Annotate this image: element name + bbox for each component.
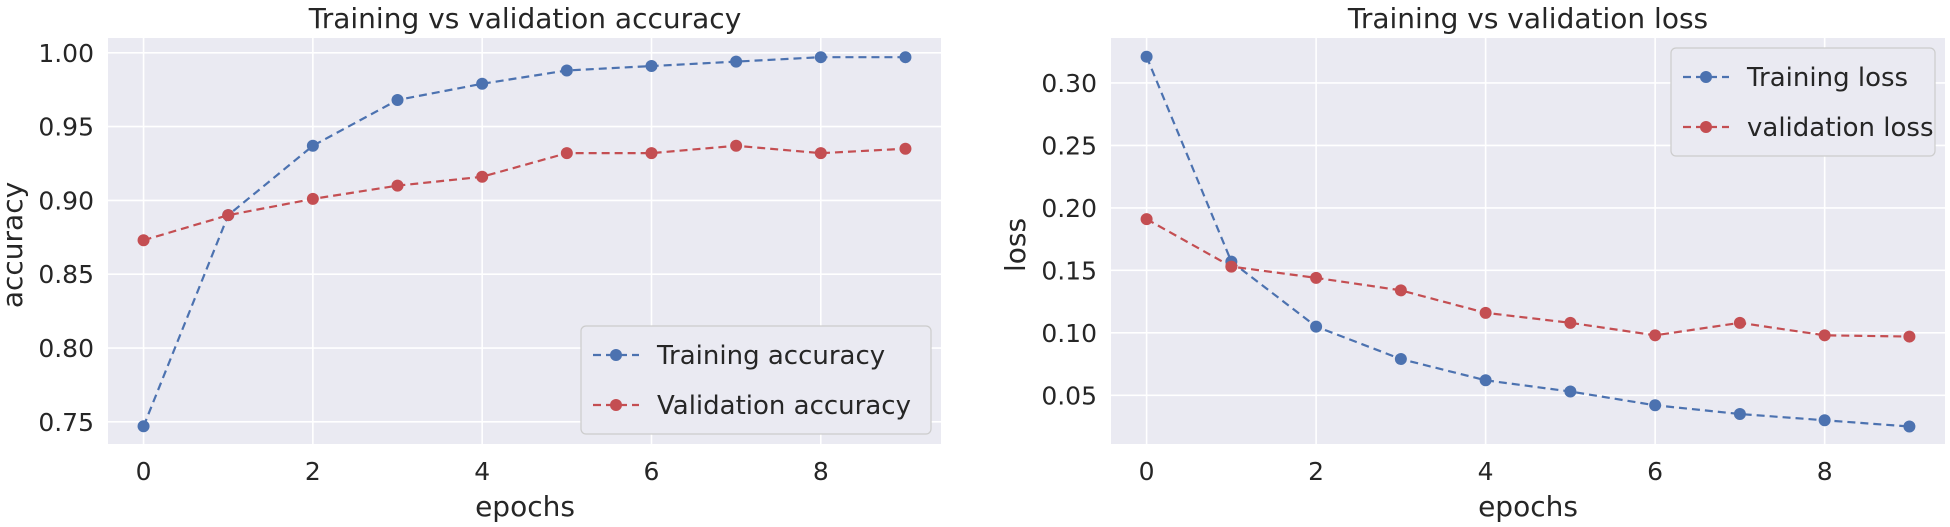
accuracy-chart-y-tick-label: 0.90: [38, 186, 94, 215]
accuracy-chart-legend-frame: [580, 325, 932, 435]
loss-chart-data-point: [1733, 316, 1746, 329]
loss-chart-x-tick-label: 4: [1478, 457, 1494, 486]
accuracy-chart-y-tick-label: 0.80: [38, 334, 94, 363]
loss-chart-data-point: [1818, 414, 1831, 427]
loss-chart-data-point: [1903, 330, 1916, 343]
loss-chart-series-validation: [1140, 213, 1916, 343]
accuracy-chart-x-tick-label: 6: [644, 457, 660, 486]
loss-chart-data-point: [1903, 420, 1916, 433]
accuracy-chart-data-point: [730, 139, 743, 152]
loss-chart-legend-label: Training loss: [1746, 63, 1908, 93]
loss-chart-y-tick-label: 0.10: [1041, 319, 1097, 348]
loss-chart-data-point: [1310, 320, 1323, 333]
accuracy-chart-data-point: [222, 209, 235, 222]
loss-chart-y-tick-label: 0.25: [1041, 131, 1097, 160]
accuracy-chart-x-tick-label: 4: [474, 457, 490, 486]
accuracy-chart-x-tick-label: 2: [305, 457, 321, 486]
loss-chart-ylabel: loss: [999, 218, 1032, 272]
loss-chart-data-point: [1394, 284, 1407, 297]
accuracy-chart-data-point: [899, 142, 912, 155]
loss-chart-data-point: [1649, 399, 1662, 412]
loss-chart: Training vs validation loss epochs loss …: [999, 2, 1945, 523]
accuracy-chart-x-tick-label: 8: [813, 457, 829, 486]
loss-chart-data-point: [1479, 306, 1492, 319]
accuracy-chart-data-point: [476, 77, 489, 90]
accuracy-chart-data-point: [560, 147, 573, 160]
loss-chart-y-tick-label: 0.20: [1041, 194, 1097, 223]
accuracy-chart-series-line: [142, 56, 906, 427]
loss-chart-data-point: [1394, 353, 1407, 366]
accuracy-chart-data-point: [899, 51, 912, 64]
accuracy-chart-legend-label: Training accuracy: [656, 341, 885, 371]
loss-chart-data-point: [1564, 316, 1577, 329]
loss-chart-x-tick-label: 8: [1817, 457, 1833, 486]
loss-chart-x-tick-label: 2: [1308, 457, 1324, 486]
loss-chart-data-point: [1310, 271, 1323, 284]
accuracy-chart-data-point: [137, 420, 150, 433]
accuracy-chart-y-tick-label: 0.95: [38, 113, 94, 142]
loss-chart-x-tick-label: 0: [1139, 457, 1155, 486]
loss-chart-legend: Training loss validation loss: [1670, 47, 1936, 157]
loss-chart-data-point: [1733, 408, 1746, 421]
accuracy-chart-data-point: [391, 94, 404, 107]
loss-chart-series-line: [1146, 218, 1910, 338]
accuracy-chart-legend-marker: [610, 399, 622, 411]
accuracy-chart-legend-marker: [610, 349, 622, 361]
loss-chart-y-tick-label: 0.30: [1041, 69, 1097, 98]
loss-chart-data-point: [1818, 329, 1831, 342]
loss-chart-xlabel: epochs: [1478, 490, 1578, 523]
loss-chart-data-point: [1479, 374, 1492, 387]
accuracy-chart-data-point: [306, 192, 319, 205]
accuracy-chart-legend: Training accuracy Validation accuracy: [580, 325, 932, 435]
loss-chart-legend-marker: [1700, 71, 1712, 83]
accuracy-chart-data-point: [137, 234, 150, 247]
loss-chart-legend-label: validation loss: [1747, 113, 1934, 143]
loss-chart-y-tick-label: 0.15: [1041, 256, 1097, 285]
accuracy-chart-title: Training vs validation accuracy: [308, 2, 742, 35]
loss-chart-data-point: [1225, 260, 1238, 273]
accuracy-chart-ylabel: accuracy: [0, 182, 29, 308]
accuracy-chart-series-line: [143, 144, 906, 242]
accuracy-chart-xlabel: epochs: [475, 490, 575, 523]
loss-chart-y-tick-label: 0.05: [1041, 381, 1097, 410]
loss-chart-legend-frame: [1670, 47, 1936, 157]
accuracy-chart-y-tick-label: 1.00: [38, 39, 94, 68]
loss-chart-data-point: [1140, 213, 1153, 226]
accuracy-chart-y-tick-label: 0.85: [38, 260, 94, 289]
loss-chart-data-point: [1140, 50, 1153, 63]
accuracy-chart-data-point: [645, 60, 658, 73]
loss-chart-x-tick-label: 6: [1647, 457, 1663, 486]
accuracy-chart-data-point: [306, 139, 319, 152]
accuracy-chart-series-validation: [137, 139, 912, 247]
accuracy-chart-data-point: [814, 147, 827, 160]
accuracy-chart-data-point: [730, 55, 743, 68]
loss-chart-series-line: [1145, 56, 1910, 428]
accuracy-chart-legend-label: Validation accuracy: [657, 391, 911, 421]
loss-chart-legend-marker: [1700, 121, 1712, 133]
accuracy-chart-data-point: [814, 51, 827, 64]
accuracy-chart-data-point: [391, 179, 404, 192]
accuracy-chart: Training vs validation accuracy epochs a…: [0, 2, 941, 523]
loss-chart-title: Training vs validation loss: [1347, 2, 1708, 35]
accuracy-chart-data-point: [645, 147, 658, 160]
accuracy-chart-y-tick-label: 0.75: [38, 408, 94, 437]
accuracy-chart-data-point: [476, 170, 489, 183]
loss-chart-data-point: [1564, 385, 1577, 398]
accuracy-chart-x-tick-label: 0: [136, 457, 152, 486]
loss-chart-data-point: [1649, 329, 1662, 342]
accuracy-chart-data-point: [560, 64, 573, 77]
